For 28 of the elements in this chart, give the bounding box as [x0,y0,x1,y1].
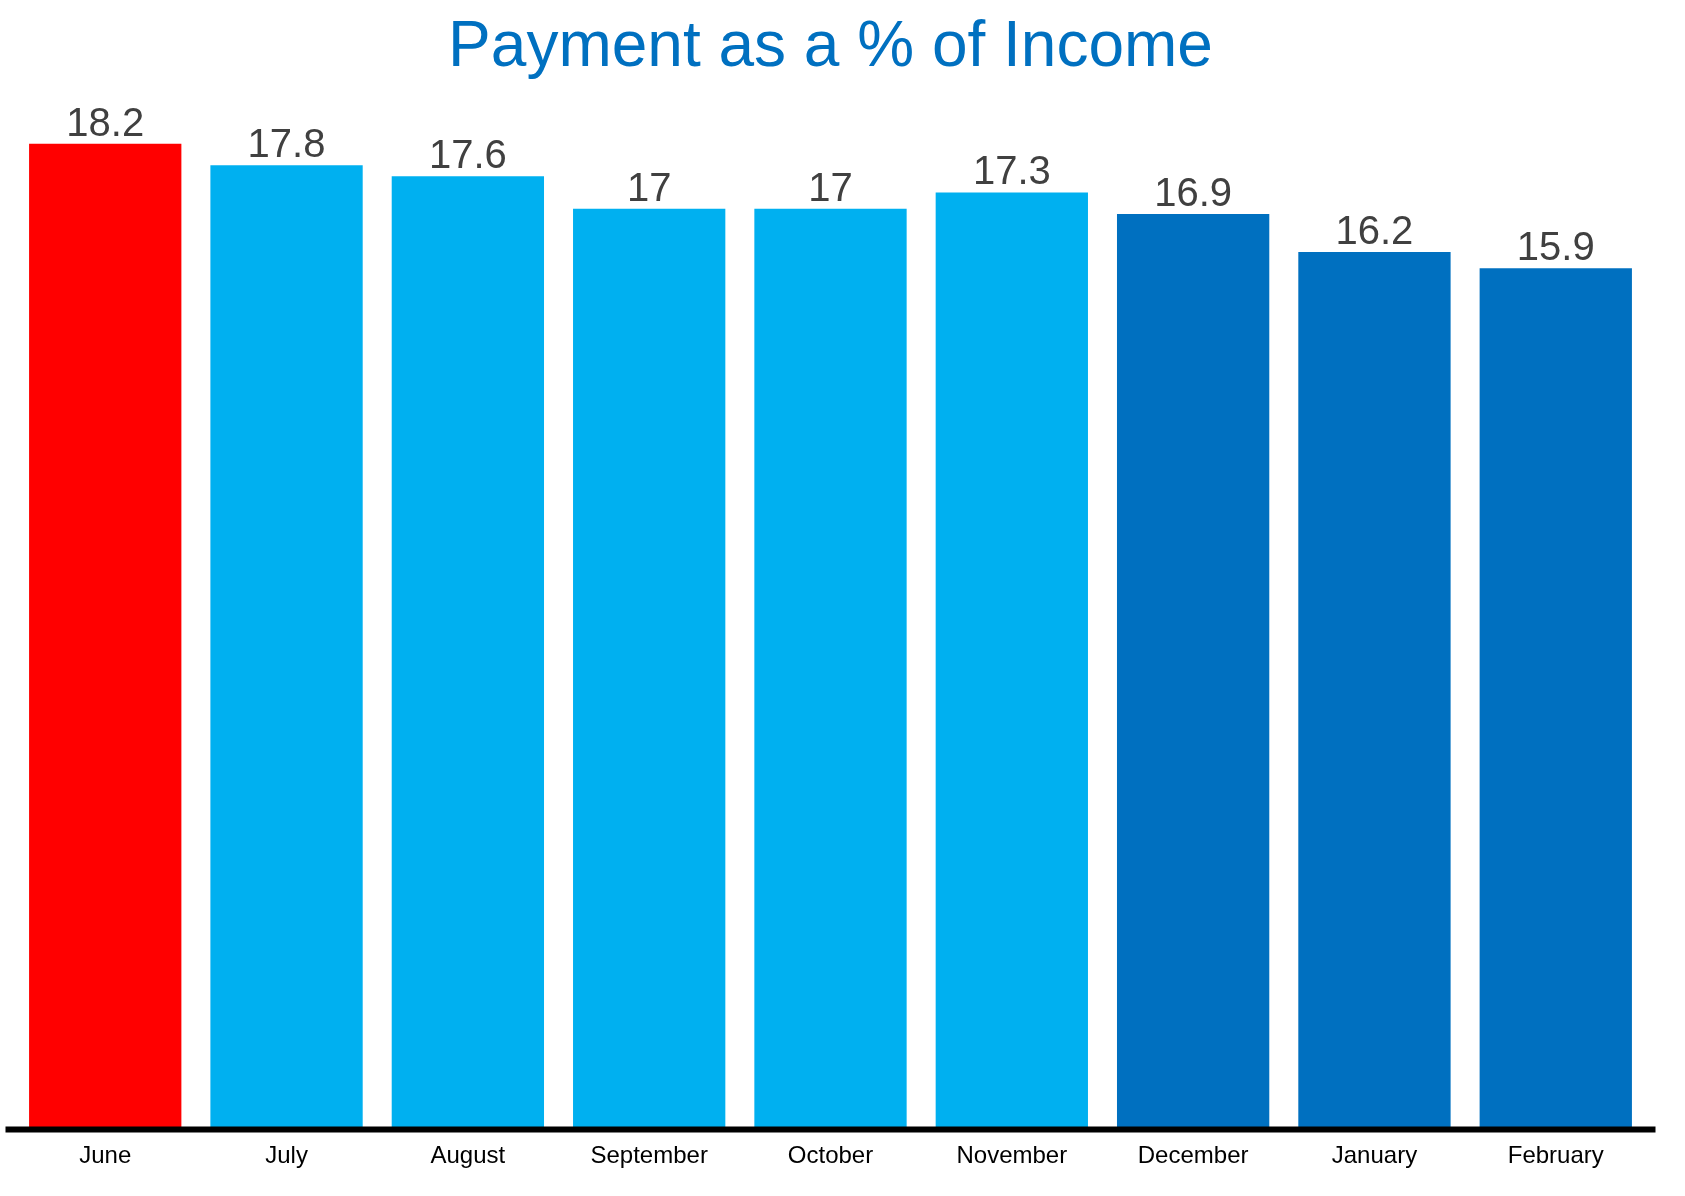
data-label: 17.8 [247,121,326,166]
data-label: 17.6 [428,132,507,177]
x-tick-label: August [430,1140,506,1168]
x-tick-label: October [787,1140,874,1168]
bar [391,176,545,1130]
chart-title: Payment as a % of Income [448,7,1213,80]
x-tick-label: November [956,1140,1068,1168]
x-tick-label: July [265,1140,308,1168]
bar [1116,214,1270,1130]
x-tick-label: February [1507,1140,1604,1168]
bar [210,165,363,1130]
bar [754,208,907,1130]
data-label: 16.9 [1154,170,1233,215]
data-label: 17 [626,164,672,209]
x-tick-label: June [79,1140,132,1168]
bar [1479,268,1632,1130]
data-label: 17 [808,164,853,209]
bar [29,143,182,1130]
bar [1298,251,1451,1130]
x-tick-label: September [590,1140,708,1168]
x-tick-label: January [1331,1140,1418,1168]
x-tick-label: December [1137,1140,1249,1168]
data-label: 16.2 [1335,207,1414,252]
bar [935,192,1088,1130]
data-label: 15.9 [1516,224,1595,269]
data-label: 18.2 [66,99,145,144]
bar [573,208,726,1130]
data-label: 17.3 [972,148,1051,193]
